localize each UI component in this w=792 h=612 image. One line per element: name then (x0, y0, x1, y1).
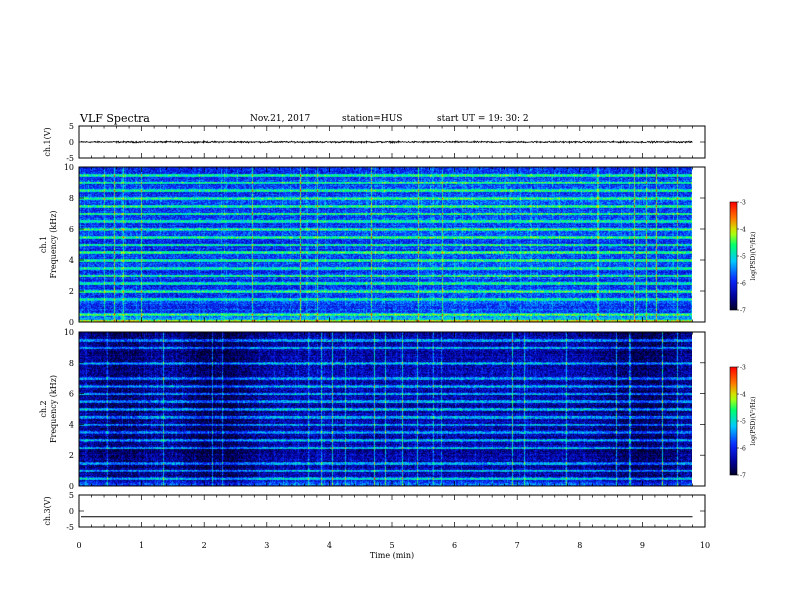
figure-title: VLF Spectra (80, 112, 150, 125)
wave1-ytick-label: -5 (66, 154, 74, 163)
x-tick-label: 1 (139, 541, 144, 550)
g-cb2-tick-label: -7 (740, 473, 746, 480)
ch3-waveform-panel: 5 0 -5 ch.3(V) (43, 491, 706, 532)
wave3-ytick-label: -5 (66, 523, 74, 532)
time-axis: 0 1 2 3 4 5 6 7 8 9 10 Time (min) (76, 541, 710, 560)
g-cb2-tick-label: -6 (740, 446, 746, 453)
spec1-ytick-label: 8 (69, 194, 74, 203)
spec2-spectrogram-image (79, 332, 692, 486)
start-time-label: start UT = 19: 30: 2 (437, 114, 529, 124)
spec2-ylabel-channel: ch.2 (39, 400, 48, 417)
g-cb1-tick-label: -7 (740, 308, 746, 315)
wave1-ytick-label: 0 (69, 138, 74, 147)
g-cb2-tick-label: -4 (740, 392, 746, 399)
x-tick-label: 5 (389, 541, 394, 550)
ch1-waveform-panel: 5 0 -5 ch.1(V) (43, 122, 706, 163)
x-tick-label: 6 (452, 541, 457, 550)
g-cb2-tick-label: -3 (740, 365, 746, 372)
x-tick-label: 0 (76, 541, 81, 550)
g-cb2-bar (729, 366, 738, 476)
spec1-ytick-label: 10 (64, 163, 74, 172)
wave1-ytick-label: 5 (69, 122, 74, 131)
spec2-ytick-label: 10 (64, 328, 74, 337)
g-cb1-tick-label: -4 (740, 227, 746, 234)
wave1-trace (80, 139, 693, 145)
spec1-ytick-label: 4 (69, 256, 74, 265)
x-tick-label: 3 (264, 541, 269, 550)
ch2-spectrogram-panel: 0 2 4 6 8 10 ch.2 Frequency (kHz) (39, 328, 706, 491)
g-cb1-tick-label: -5 (740, 254, 746, 261)
g-cb1-bar (729, 201, 738, 311)
spec2-ytick-label: 6 (69, 390, 74, 399)
wave3-ytick-label: 5 (69, 491, 74, 500)
x-tick-label: 4 (327, 541, 332, 550)
x-tick-label: 9 (640, 541, 645, 550)
g-cb1-label: log(PSD)(V²/Hz) (750, 232, 757, 281)
spec1-ylabel-channel: ch.1 (39, 236, 48, 253)
spec1-ytick-label: 0 (69, 318, 74, 327)
spec1-spectrogram-image (79, 167, 692, 322)
x-tick-label: 7 (515, 541, 520, 550)
spec2-ytick-label: 4 (69, 420, 74, 429)
spec1-ytick-label: 6 (69, 225, 74, 234)
ch1-colorbar: -3 -4 -5 -6 -7 log(PSD)(V²/Hz) (729, 200, 757, 315)
wave3-ylabel: ch.3(V) (43, 496, 52, 525)
spec2-ytick-label: 0 (69, 482, 74, 491)
x-tick-label: 2 (202, 541, 207, 550)
x-tick-label: 10 (700, 541, 710, 550)
g-cb2-tick-label: -5 (740, 419, 746, 426)
g-cb1-tick-label: -6 (740, 281, 746, 288)
date-label: Nov.21, 2017 (250, 114, 311, 124)
spec1-ylabel-frequency: Frequency (kHz) (49, 210, 58, 278)
station-label: station=HUS (342, 114, 403, 124)
wave1-ylabel: ch.1(V) (43, 127, 52, 156)
spec1-ytick-label: 2 (69, 287, 74, 296)
x-tick-label: 8 (577, 541, 582, 550)
spec2-ytick-label: 2 (69, 451, 74, 460)
g-cb2-label: log(PSD)(V²/Hz) (750, 397, 757, 446)
g-cb1-tick-label: -3 (740, 200, 746, 207)
spec2-ylabel-frequency: Frequency (kHz) (49, 375, 58, 443)
spec2-ytick-label: 8 (69, 359, 74, 368)
ch2-colorbar: -3 -4 -5 -6 -7 log(PSD)(V²/Hz) (729, 365, 757, 480)
x-axis-label: Time (min) (370, 551, 414, 560)
ch1-spectrogram-panel: 0 2 4 6 8 10 ch.1 Frequency (kHz) (39, 163, 706, 327)
wave3-ytick-label: 0 (69, 507, 74, 516)
